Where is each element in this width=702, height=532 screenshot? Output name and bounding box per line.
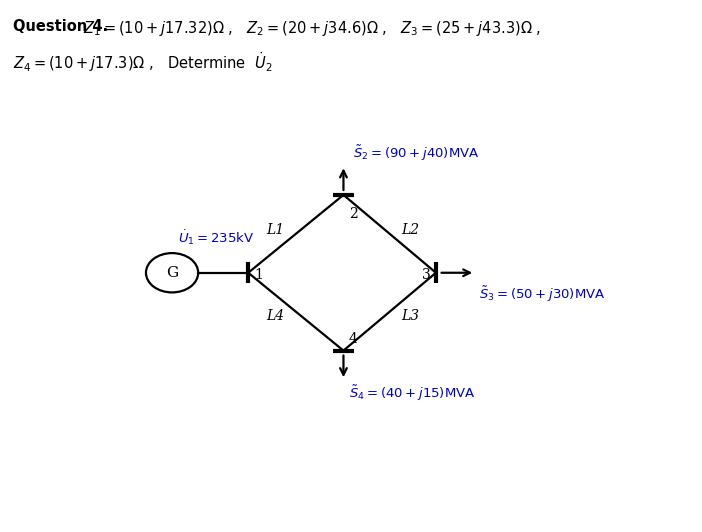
Text: 4: 4 [349,332,358,346]
Text: $\tilde{S}_4 = (40 + j15)$MVA: $\tilde{S}_4 = (40 + j15)$MVA [349,384,475,403]
Text: L3: L3 [402,309,419,323]
Text: $\dot{U}_1 = 235$kV: $\dot{U}_1 = 235$kV [178,228,253,247]
Text: $Z_4 = (10 + j17.3)\Omega$ ,   Determine  $\dot{U}_2$: $Z_4 = (10 + j17.3)\Omega$ , Determine $… [13,51,272,74]
Text: L1: L1 [266,223,284,237]
Text: L4: L4 [266,309,284,323]
Text: 2: 2 [349,207,357,221]
Text: G: G [166,266,178,280]
Text: 1: 1 [255,268,264,282]
Text: Question 4.: Question 4. [13,19,108,34]
Text: L2: L2 [402,223,419,237]
Text: 3: 3 [422,268,430,282]
Text: $\tilde{S}_2 = (90 + j40)$MVA: $\tilde{S}_2 = (90 + j40)$MVA [353,144,479,163]
Text: $\tilde{S}_3 = (50 + j30)$MVA: $\tilde{S}_3 = (50 + j30)$MVA [479,284,606,304]
Text: $Z_1 = (10 + j17.32)\Omega$ ,   $Z_2 = (20 + j34.6)\Omega$ ,   $Z_3 = (25 + j43.: $Z_1 = (10 + j17.32)\Omega$ , $Z_2 = (20… [74,19,541,38]
